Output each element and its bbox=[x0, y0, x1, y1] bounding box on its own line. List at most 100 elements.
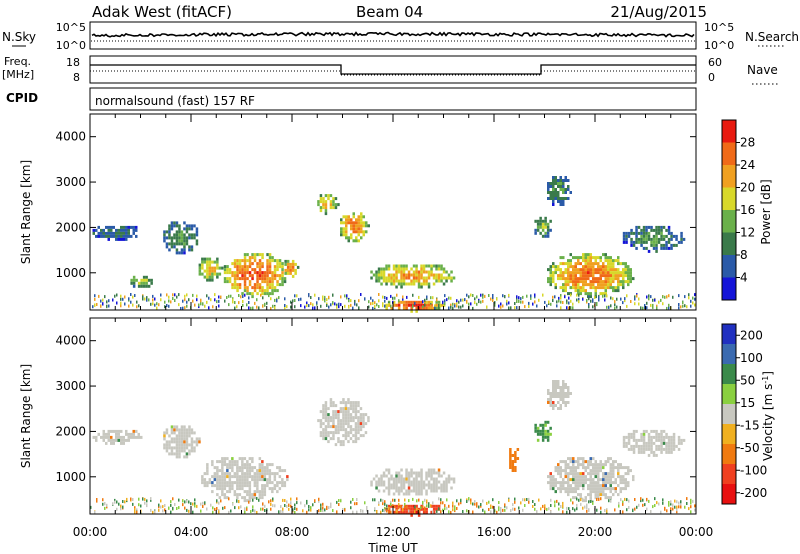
echo-cell bbox=[614, 259, 617, 263]
echo-cell bbox=[291, 274, 295, 278]
echo-cell bbox=[261, 478, 264, 482]
speckle-cell bbox=[626, 304, 628, 308]
echo-cell bbox=[539, 216, 542, 220]
echo-cell bbox=[392, 477, 396, 481]
speckle-cell bbox=[94, 294, 96, 298]
echo-cell bbox=[342, 215, 345, 219]
echo-cell bbox=[662, 237, 666, 241]
speckle-cell bbox=[310, 296, 312, 299]
echo-cell bbox=[509, 466, 512, 469]
speckle-cell bbox=[116, 301, 118, 305]
echo-cell bbox=[337, 419, 340, 423]
echo-cell bbox=[415, 303, 418, 307]
echo-cell bbox=[271, 286, 274, 290]
speckle-cell bbox=[212, 305, 214, 309]
echo-cell bbox=[577, 460, 580, 464]
echo-cell bbox=[258, 268, 262, 272]
speckle-cell bbox=[482, 508, 484, 512]
echo-cell bbox=[397, 474, 401, 478]
echo-cell bbox=[589, 475, 592, 479]
speckle-cell bbox=[178, 506, 180, 510]
echo-cell bbox=[228, 478, 232, 482]
echo-cell bbox=[624, 280, 627, 284]
echo-cell bbox=[345, 230, 348, 234]
speckle-cell bbox=[498, 501, 500, 504]
echo-cell bbox=[198, 266, 202, 270]
echo-cell bbox=[559, 398, 562, 401]
echo-cell bbox=[165, 242, 169, 246]
echo-cell bbox=[579, 496, 582, 500]
speckle-cell bbox=[524, 498, 526, 502]
echo-cell bbox=[125, 237, 128, 241]
echo-cell bbox=[552, 478, 555, 482]
echo-cell bbox=[377, 273, 381, 277]
echo-cell bbox=[216, 266, 219, 270]
echo-cell bbox=[332, 437, 335, 441]
echo-cell bbox=[435, 303, 438, 307]
speckle-cell bbox=[668, 303, 670, 307]
echo-cell bbox=[233, 463, 237, 467]
echo-cell bbox=[619, 478, 622, 482]
echo-cell bbox=[122, 225, 125, 229]
speckle-cell bbox=[292, 299, 294, 303]
echo-cell bbox=[624, 472, 627, 476]
speckle-cell bbox=[244, 507, 246, 511]
speckle-cell bbox=[182, 503, 184, 507]
echo-cell bbox=[395, 273, 398, 277]
echo-cell bbox=[594, 484, 597, 488]
speckle-cell bbox=[486, 501, 488, 505]
echo-cell bbox=[180, 434, 184, 438]
speckle-cell bbox=[620, 498, 622, 502]
colorbar-segment bbox=[722, 404, 736, 425]
echo-cell bbox=[665, 234, 668, 238]
speckle-cell bbox=[408, 509, 410, 513]
freq-tick-bottom: 8 bbox=[73, 71, 80, 84]
echo-cell bbox=[437, 267, 441, 271]
echo-cell bbox=[339, 425, 343, 429]
echo-cell bbox=[173, 446, 176, 450]
echo-cell bbox=[201, 266, 204, 270]
echo-cell bbox=[624, 478, 627, 482]
echo-cell bbox=[283, 277, 287, 281]
echo-cell bbox=[420, 483, 423, 487]
echo-cell bbox=[425, 474, 428, 478]
echo-cell bbox=[228, 472, 232, 476]
echo-cell bbox=[263, 472, 267, 476]
echo-cell bbox=[324, 212, 328, 216]
echo-cell bbox=[559, 389, 562, 392]
echo-cell bbox=[120, 441, 123, 445]
speckle-cell bbox=[130, 497, 132, 501]
echo-cell bbox=[657, 447, 661, 451]
echo-cell bbox=[552, 188, 555, 191]
echo-cell bbox=[110, 225, 113, 229]
date-title: 21/Aug/2015 bbox=[610, 3, 707, 21]
echo-cell bbox=[662, 447, 666, 451]
echo-cell bbox=[175, 221, 179, 225]
echo-cell bbox=[564, 383, 567, 386]
echo-cell bbox=[263, 271, 267, 275]
speckle-cell bbox=[346, 296, 348, 300]
echo-cell bbox=[645, 228, 648, 232]
speckle-cell bbox=[430, 304, 432, 308]
echo-cell bbox=[607, 457, 610, 461]
echo-cell bbox=[642, 435, 646, 439]
echo-cell bbox=[592, 271, 595, 275]
echo-cell bbox=[188, 452, 191, 456]
echo-cell bbox=[382, 267, 386, 271]
echo-cell bbox=[342, 410, 345, 414]
echo-cell bbox=[370, 270, 373, 274]
echo-cell bbox=[238, 265, 242, 269]
echo-cell bbox=[574, 478, 577, 482]
echo-cell bbox=[241, 463, 244, 467]
echo-cell bbox=[397, 480, 401, 484]
echo-cell bbox=[286, 265, 290, 269]
echo-cell bbox=[324, 425, 328, 429]
echo-cell bbox=[422, 480, 426, 484]
speckle-cell bbox=[574, 508, 576, 512]
echo-cell bbox=[268, 265, 272, 269]
speckle-cell bbox=[146, 298, 148, 302]
echo-cell bbox=[632, 444, 636, 448]
echo-cell bbox=[534, 231, 537, 235]
echo-cell bbox=[514, 454, 517, 457]
speckle-cell bbox=[270, 297, 272, 301]
